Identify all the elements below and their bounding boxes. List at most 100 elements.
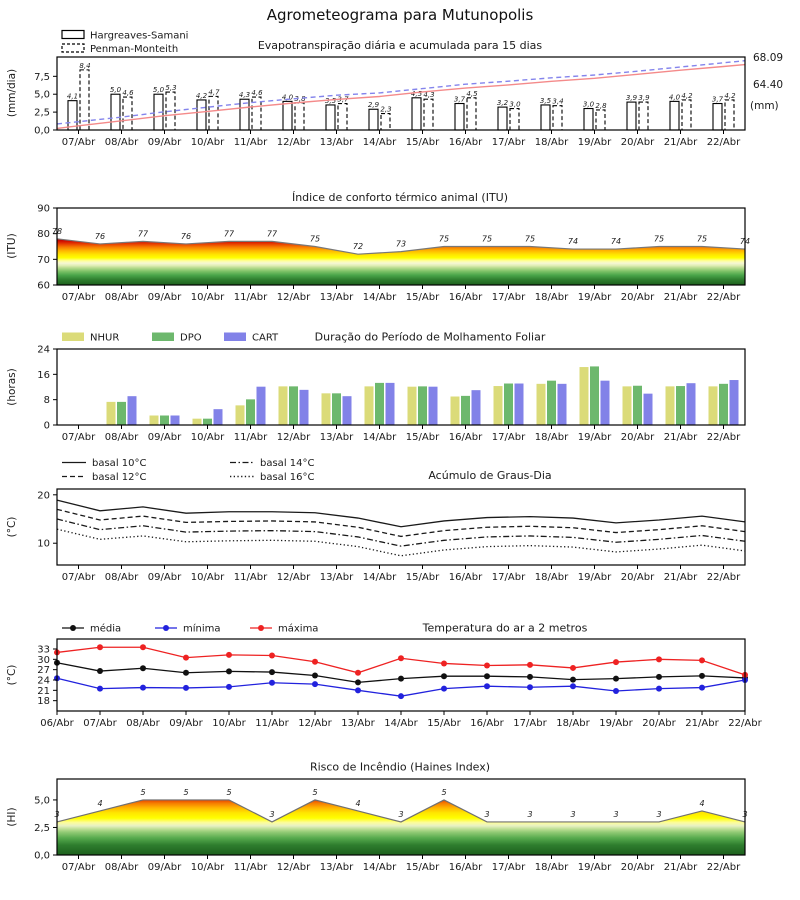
penman-bar bbox=[509, 107, 520, 131]
bar-value-label: 3,7 bbox=[712, 96, 724, 104]
accumulated-total-hargreaves: 64.40 bbox=[753, 79, 783, 91]
x-tick-label: 17/Abr bbox=[492, 432, 526, 443]
x-tick-label: 20/Abr bbox=[621, 862, 655, 873]
y-tick-label: 5,0 bbox=[34, 795, 50, 806]
média-marker bbox=[226, 668, 232, 675]
média-marker bbox=[656, 673, 662, 680]
plot-frame bbox=[56, 207, 746, 286]
x-tick-label: 17/Abr bbox=[492, 292, 526, 303]
dpo-bar bbox=[332, 393, 341, 425]
x-tick-label: 15/Abr bbox=[406, 137, 440, 148]
x-tick-label: 12/Abr bbox=[298, 718, 332, 729]
dpo-bar bbox=[633, 385, 642, 425]
cart-bar bbox=[256, 386, 266, 425]
bar-value-label: 4,0 bbox=[282, 93, 294, 101]
x-tick-label: 14/Abr bbox=[363, 292, 397, 303]
cart-bar bbox=[514, 383, 524, 425]
dpo-bar bbox=[160, 415, 169, 425]
point-label: 4 bbox=[699, 799, 704, 808]
média-marker bbox=[183, 669, 189, 676]
x-tick-label: 11/Abr bbox=[234, 137, 268, 148]
x-tick-label: 12/Abr bbox=[277, 137, 311, 148]
leaf-wetness-chart-title: Duração do Período de Molhamento Foliar bbox=[315, 331, 546, 344]
mínima-marker bbox=[140, 684, 146, 691]
x-tick-label: 07/Abr bbox=[62, 862, 96, 873]
mínima-marker bbox=[699, 684, 705, 691]
evapotranspiration-chart: 4,15,0 5,04,2 4,3 4,0 3,52,94,53,7 3,2 3,5 3,03… bbox=[34, 56, 746, 148]
cart-bar bbox=[127, 396, 137, 425]
nhur-bar bbox=[450, 396, 460, 425]
basal14-legend-label: basal 14°C bbox=[260, 458, 314, 469]
area-fill bbox=[57, 238, 745, 285]
x-tick-label: 11/Abr bbox=[234, 432, 268, 443]
mínima-marker bbox=[97, 685, 103, 692]
x-tick-label: 10/Abr bbox=[191, 572, 225, 583]
bar-value-label: 4,3 bbox=[239, 91, 250, 99]
y-tick-label: 0,0 bbox=[34, 851, 50, 862]
mínima-marker bbox=[570, 683, 576, 690]
x-tick-label: 21/Abr bbox=[664, 432, 698, 443]
dpo-bar bbox=[719, 383, 728, 425]
x-tick-label: 18/Abr bbox=[535, 862, 569, 873]
média-marker bbox=[527, 673, 533, 680]
bar-value-label: 3,5 bbox=[540, 97, 552, 105]
point-label: 77 bbox=[224, 229, 235, 238]
x-tick-label: 22/Abr bbox=[707, 292, 741, 303]
nhur-bar bbox=[235, 405, 245, 425]
temperature-legend: média mínima máxima bbox=[62, 623, 318, 635]
cart-bar bbox=[428, 386, 438, 425]
x-tick-label: 11/Abr bbox=[234, 862, 268, 873]
penman-bar bbox=[595, 109, 606, 131]
mínima-marker bbox=[183, 684, 189, 691]
média-marker bbox=[613, 675, 619, 682]
bar-value-label: 5,0 bbox=[110, 86, 122, 94]
y-tick-label: 2,5 bbox=[34, 108, 50, 119]
point-label: 4 bbox=[355, 799, 360, 808]
cart-bar bbox=[299, 389, 309, 425]
point-label: 75 bbox=[310, 235, 320, 244]
area-line bbox=[56, 799, 746, 823]
penman-bar bbox=[122, 96, 133, 131]
degree-day-ylabel: (°C) bbox=[6, 517, 18, 538]
y-tick-label: 60 bbox=[37, 281, 50, 292]
point-label: 77 bbox=[138, 229, 149, 238]
x-tick-label: 21/Abr bbox=[664, 137, 698, 148]
x-tick-label: 21/Abr bbox=[664, 572, 698, 583]
mínima-marker bbox=[312, 681, 318, 688]
x-tick-label: 16/Abr bbox=[449, 137, 483, 148]
evapotranspiration-chart-title: Evapotranspiração diária e acumulada par… bbox=[258, 39, 543, 52]
cart-bar bbox=[600, 380, 610, 425]
máxima-marker bbox=[183, 654, 189, 661]
nhur-bar bbox=[192, 418, 202, 425]
x-tick-label: 13/Abr bbox=[320, 432, 354, 443]
itu-ylabel: (ITU) bbox=[6, 233, 18, 258]
y-tick-label: 16 bbox=[37, 370, 50, 381]
dpo-bar bbox=[289, 386, 298, 425]
máxima-marker bbox=[527, 661, 533, 668]
cart-bar bbox=[170, 415, 180, 425]
x-tick-label: 12/Abr bbox=[277, 572, 311, 583]
x-tick-label: 13/Abr bbox=[320, 137, 354, 148]
temperature-ylabel: (°C) bbox=[6, 665, 18, 686]
point-label: 3 bbox=[570, 810, 575, 819]
degree-day-chart: 10 20 07/Abr 08/Abr 09/Abr 10/Abr 11/Abr 12/Abr… bbox=[37, 488, 746, 583]
x-tick-label: 15/Abr bbox=[406, 572, 440, 583]
penman-bar bbox=[724, 99, 735, 131]
x-tick-label: 20/Abr bbox=[642, 718, 676, 729]
x-tick-label: 09/Abr bbox=[169, 718, 203, 729]
x-tick-label: 15/Abr bbox=[406, 292, 440, 303]
máxima-marker bbox=[398, 655, 404, 662]
bar-value-label: 3,9 bbox=[638, 94, 650, 102]
máxima-marker bbox=[355, 669, 361, 676]
x-tick-label: 14/Abr bbox=[363, 572, 397, 583]
bar-value-label: 4,5 bbox=[466, 90, 478, 98]
dpo-bar bbox=[547, 380, 556, 425]
accumulated-line bbox=[56, 60, 746, 125]
hargreaves-bar bbox=[583, 107, 594, 131]
bar-value-label: 4,6 bbox=[251, 89, 263, 97]
nhur-bar bbox=[708, 386, 718, 425]
bar-value-label: 2,9 bbox=[368, 101, 380, 109]
x-tick-label: 08/Abr bbox=[105, 292, 139, 303]
bar-value-label: 2,3 bbox=[380, 106, 391, 114]
x-tick-label: 17/Abr bbox=[492, 137, 526, 148]
